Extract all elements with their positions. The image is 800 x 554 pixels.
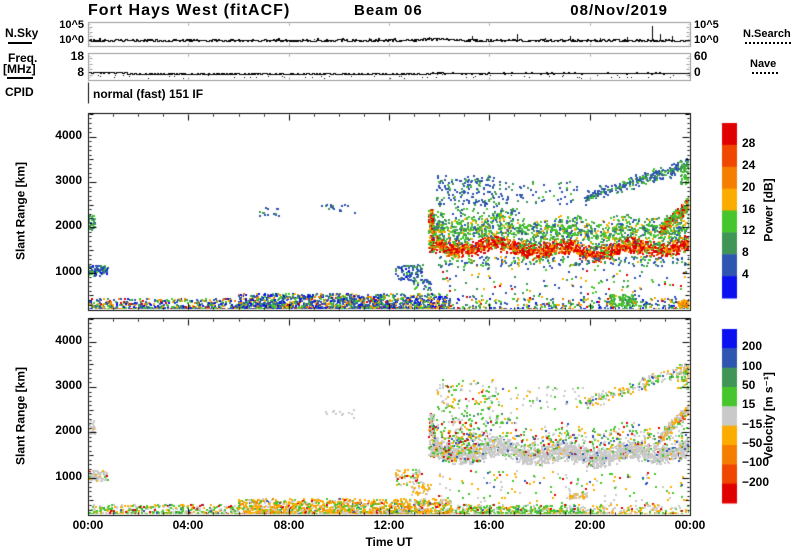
velocity-cb-label-15: 15	[742, 397, 756, 411]
velocity-cb-label-200: 200	[742, 339, 763, 353]
velocity-yaxis-title: Slant Range [km]	[13, 366, 28, 466]
time-tick-0: 00:00	[72, 518, 104, 532]
freq-label-line1: Freq.	[8, 51, 38, 65]
velocity-cb-label-−200: −200	[742, 475, 770, 489]
velocity-cb-label-−100: −100	[742, 455, 770, 469]
beam-label: Beam 06	[354, 2, 423, 19]
nsearch-line-sample	[745, 42, 791, 44]
time-tick-3: 12:00	[373, 518, 405, 532]
velocity-cb-label-100: 100	[742, 359, 763, 373]
cpid-value: normal (fast) 151 IF	[93, 87, 204, 101]
nsky-label: N.Sky	[5, 26, 39, 40]
power-colorbar-title: Power [dB]	[761, 178, 776, 242]
time-tick-2: 08:00	[273, 518, 305, 532]
time-tick-6: 00:00	[674, 518, 706, 532]
page-title: Fort Hays West (fitACF)	[88, 2, 291, 19]
nsky-tick-top-right: 10^5	[694, 19, 719, 31]
nsky-tick-bottom-left: 10^0	[59, 34, 84, 46]
nave-tick-bottom-right: 0	[694, 65, 701, 79]
nsearch-label: N.Search	[743, 28, 791, 40]
nave-line-sample	[752, 72, 778, 74]
nave-label: Nave	[750, 58, 777, 70]
time-tick-1: 04:00	[172, 518, 204, 532]
power-cb-label-4: 4	[742, 267, 749, 281]
power-cb-label-12: 12	[742, 223, 756, 237]
freq-tick-bottom-left: 8	[77, 65, 84, 79]
time-tick-4: 16:00	[473, 518, 505, 532]
velocity-range-tick-2000: 2000	[55, 423, 82, 437]
time-tick-5: 20:00	[574, 518, 606, 532]
time-axis-title: Time UT	[365, 535, 413, 549]
power-range-tick-4000: 4000	[55, 128, 82, 142]
velocity-cb-label-50: 50	[742, 378, 756, 392]
freq-line-sample	[7, 77, 33, 79]
velocity-range-tick-3000: 3000	[55, 378, 82, 392]
freq-tick-top-left: 18	[70, 49, 84, 63]
power-range-tick-1000: 1000	[55, 264, 82, 278]
power-yaxis-title: Slant Range [km]	[13, 161, 28, 261]
power-cb-label-16: 16	[742, 202, 756, 216]
date-label: 08/Nov/2019	[570, 2, 668, 19]
power-range-tick-3000: 3000	[55, 173, 82, 187]
velocity-colorbar-title: Velocity [m s⁻¹]	[761, 372, 776, 460]
power-range-tick-2000: 2000	[55, 218, 82, 232]
nsky-line-sample	[8, 42, 32, 44]
freq-label-line2: [MHz]	[3, 62, 36, 76]
nave-tick-top-right: 60	[694, 49, 708, 63]
power-cb-label-28: 28	[742, 136, 756, 150]
power-cb-label-24: 24	[742, 158, 756, 172]
power-cb-label-8: 8	[742, 245, 749, 259]
velocity-cb-label-−50: −50	[742, 436, 763, 450]
power-cb-label-20: 20	[742, 180, 756, 194]
velocity-range-tick-1000: 1000	[55, 469, 82, 483]
nsky-tick-top-left: 10^5	[59, 19, 84, 31]
velocity-range-tick-4000: 4000	[55, 333, 82, 347]
cpid-label: CPID	[5, 85, 34, 99]
nsky-tick-bottom-right: 10^0	[694, 34, 719, 46]
velocity-cb-label-−15: −15	[742, 417, 763, 431]
